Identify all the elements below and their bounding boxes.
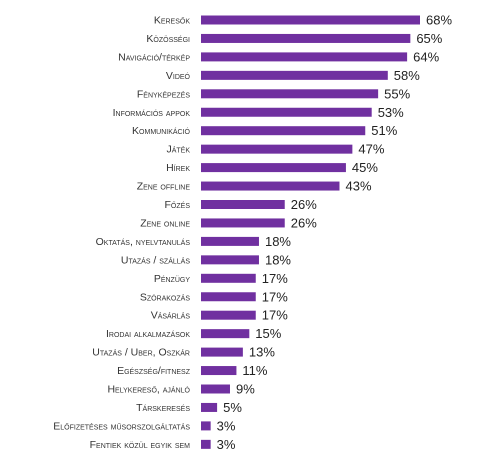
bar [201, 310, 256, 320]
bar [201, 255, 259, 265]
category-label: Kommunikáció [132, 125, 191, 137]
bar [201, 292, 256, 302]
value-label: 64% [413, 49, 439, 64]
value-label: 18% [265, 234, 291, 249]
category-label: Zene offline [137, 181, 191, 193]
bar [201, 89, 379, 99]
bar [201, 107, 372, 117]
category-label: Irodai alkalmazások [106, 328, 190, 340]
value-label: 53% [378, 105, 404, 120]
category-label: Információs appok [113, 107, 191, 119]
category-label: Keresők [154, 15, 191, 27]
category-label: Főzés [165, 199, 191, 211]
value-label: 45% [352, 160, 378, 175]
bar [201, 144, 353, 154]
category-label: Utazás / Uber, Oszkár [92, 347, 190, 359]
bar [201, 218, 285, 228]
bar [201, 421, 211, 431]
value-label: 58% [394, 68, 420, 83]
category-label: Videó [166, 70, 191, 82]
bar [201, 52, 408, 62]
value-label: 17% [262, 308, 288, 323]
category-label: Közösségi [146, 33, 190, 45]
bar [201, 33, 411, 43]
bar [201, 200, 285, 209]
category-label: Fényképezés [137, 88, 190, 100]
value-label: 3% [217, 437, 236, 452]
category-label: Társkeresés [136, 402, 190, 414]
category-label: Előfizetéses műsorszolgáltatás [53, 420, 190, 432]
category-label: Fentiek közül egyik sem [90, 439, 191, 451]
category-label: Navigáció/térkép [118, 51, 190, 63]
value-label: 17% [262, 271, 288, 286]
value-label: 18% [265, 252, 291, 267]
value-label: 17% [262, 289, 288, 304]
bar [201, 384, 230, 394]
value-label: 65% [416, 31, 442, 46]
category-label: Játék [166, 144, 190, 156]
value-label: 55% [384, 86, 410, 101]
bar [201, 366, 237, 376]
bar [201, 439, 211, 449]
category-label: Helykereső, ajánló [107, 384, 190, 396]
value-label: 5% [223, 400, 242, 415]
value-label: 26% [291, 215, 317, 230]
value-label: 51% [371, 123, 397, 138]
category-label: Hírek [166, 162, 190, 174]
bar [201, 347, 243, 357]
value-label: 11% [242, 363, 267, 378]
value-label: 3% [217, 418, 236, 433]
bar [201, 126, 366, 136]
value-label: 47% [358, 142, 384, 157]
bar [201, 70, 388, 80]
bar [201, 329, 250, 339]
bar [201, 236, 259, 246]
bar [201, 273, 256, 283]
value-label: 15% [255, 326, 281, 341]
bar [201, 15, 420, 25]
category-label: Oktatás, nyelvtanulás [96, 236, 191, 248]
category-label: Vásárlás [151, 310, 191, 322]
value-label: 9% [236, 382, 255, 397]
value-label: 26% [291, 197, 317, 212]
bar [201, 163, 346, 173]
category-label: Egészség/fitnesz [117, 365, 191, 377]
category-label: Pénzügy [154, 273, 191, 285]
category-label: Utazás / szállás [121, 254, 190, 266]
value-label: 43% [345, 179, 371, 194]
category-label: Szórakozás [140, 291, 191, 303]
bar [201, 181, 340, 191]
value-label: 13% [249, 345, 275, 360]
category-label: Zene online [140, 217, 190, 229]
bar [201, 402, 218, 412]
value-label: 68% [426, 13, 452, 28]
